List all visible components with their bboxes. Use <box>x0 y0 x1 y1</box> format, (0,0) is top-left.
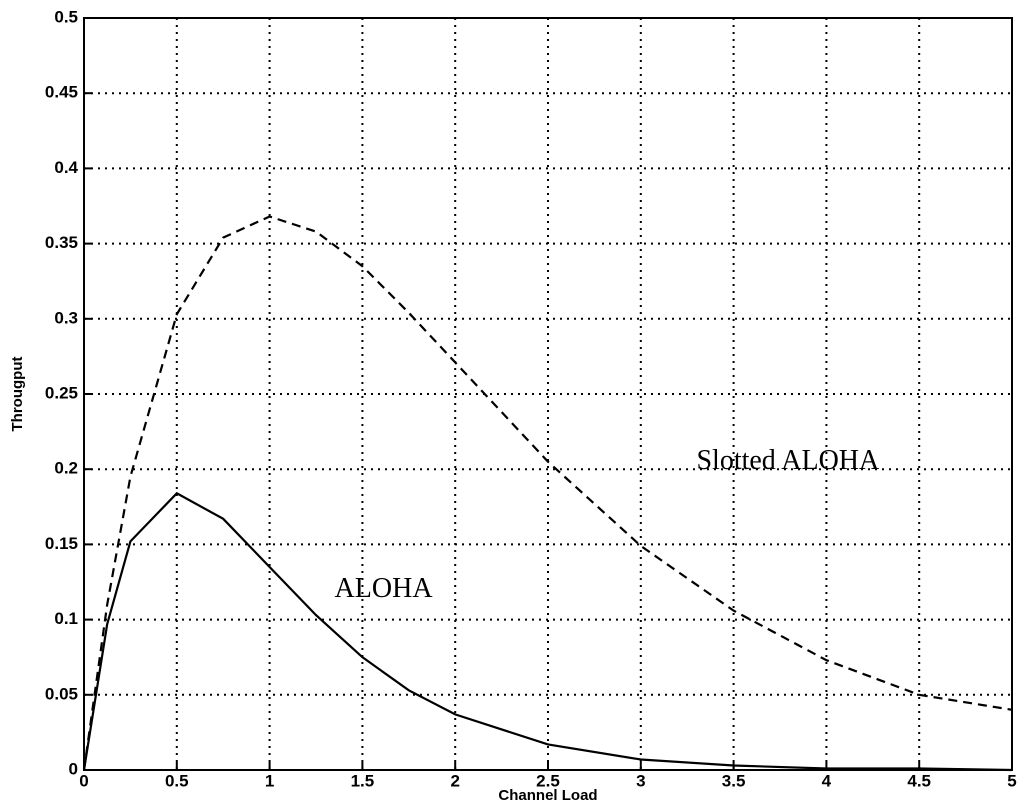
y-tick-label: 0.35 <box>45 233 78 252</box>
y-tick-label: 0 <box>69 759 78 778</box>
x-tick-label: 2.5 <box>536 771 560 790</box>
x-tick-label: 3 <box>636 771 645 790</box>
x-tick-label: 0.5 <box>165 771 189 790</box>
page: Channel Load Througput 00.050.10.150.20.… <box>0 0 1019 806</box>
y-tick-label: 0.15 <box>45 534 78 553</box>
x-tick-label: 2 <box>450 771 459 790</box>
annotation: ALOHA <box>335 573 434 604</box>
y-tick-label: 0.3 <box>54 308 78 327</box>
y-tick-label: 0.5 <box>54 7 78 26</box>
chart: Channel Load Througput 00.050.10.150.20.… <box>0 0 1019 806</box>
y-tick-label: 0.05 <box>45 684 78 703</box>
y-tick-label: 0.1 <box>54 609 78 628</box>
x-tick-label: 1.5 <box>351 771 375 790</box>
y-axis-label: Througput <box>9 357 26 432</box>
y-tick-label: 0.2 <box>54 459 78 478</box>
x-tick-label: 5 <box>1007 771 1016 790</box>
y-tick-label: 0.25 <box>45 383 78 402</box>
series-line <box>84 493 1012 770</box>
y-tick-label: 0.4 <box>54 158 78 177</box>
x-tick-label: 3.5 <box>722 771 746 790</box>
x-tick-label: 0 <box>79 771 88 790</box>
x-tick-label: 4.5 <box>907 771 931 790</box>
x-tick-label: 4 <box>822 771 832 790</box>
y-tick-label: 0.45 <box>45 83 78 102</box>
annotation: Slotted ALOHA <box>696 445 880 476</box>
x-tick-label: 1 <box>265 771 274 790</box>
